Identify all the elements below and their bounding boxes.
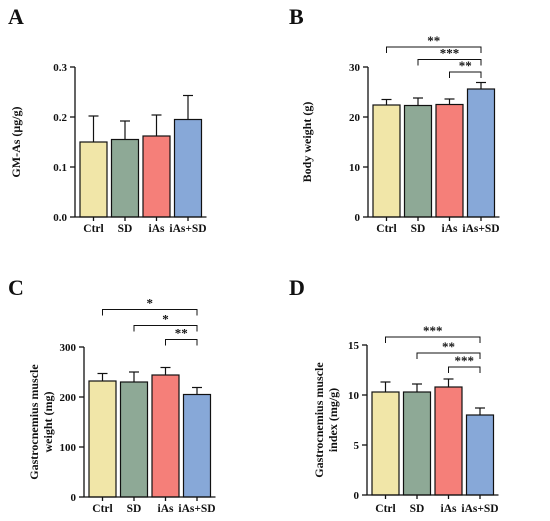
y-axis-title: Gastrocnemius muscleindex (mg/g) xyxy=(312,362,340,478)
y-tick-label: 0 xyxy=(71,492,77,504)
x-tick-label: SD xyxy=(118,223,133,235)
y-tick-label: 0 xyxy=(355,212,361,224)
y-tick-label: 10 xyxy=(349,162,361,174)
bar-sd xyxy=(403,104,433,218)
y-tick-label: 100 xyxy=(60,442,77,454)
y-axis-title: Body weight (g) xyxy=(300,102,314,183)
chart-panel-c: C 0 100 200 300 Ctrl SD iAs iAs+SD Gastrocnemius … xyxy=(8,275,216,515)
significance-bracket xyxy=(448,366,481,373)
significance-label: ** xyxy=(459,58,472,73)
panel-letter: A xyxy=(8,4,24,29)
x-tick-label: iAs+SD xyxy=(461,503,498,515)
bar-sd xyxy=(119,381,149,498)
y-axis-title-line: weight (mg) xyxy=(41,392,55,453)
bar-ctrl xyxy=(88,380,117,498)
bar-ias-sd xyxy=(173,118,203,218)
y-tick-label: 30 xyxy=(349,62,361,74)
x-tick-label: iAs xyxy=(158,503,175,515)
significance-label: *** xyxy=(423,323,443,338)
significance-label: *** xyxy=(455,353,475,368)
y-tick-label: 20 xyxy=(349,112,361,124)
significance-label: ** xyxy=(442,339,455,354)
y-tick-label: 0.0 xyxy=(53,212,67,224)
x-tick-label: iAs+SD xyxy=(169,223,206,235)
bar-ctrl xyxy=(79,141,108,218)
bar-ias-sd xyxy=(182,393,212,498)
panel-letter: D xyxy=(289,275,305,300)
chart-panel-b: B 0 10 20 30 Ctrl SD iAs iAs+SD Body weight (g) **… xyxy=(289,4,500,235)
y-axis-title-line: index (mg/g) xyxy=(326,388,340,452)
bar-ias xyxy=(434,386,463,496)
x-tick-label: iAs+SD xyxy=(178,503,215,515)
x-tick-label: Ctrl xyxy=(375,503,395,515)
significance-bracket xyxy=(386,46,482,53)
significance-bracket xyxy=(417,59,482,66)
x-tick-label: SD xyxy=(411,223,426,235)
x-tick-label: SD xyxy=(410,503,425,515)
y-tick-label: 10 xyxy=(348,390,360,402)
y-tick-label: 0 xyxy=(354,490,360,502)
x-tick-label: iAs xyxy=(149,223,166,235)
bar-ctrl xyxy=(371,391,400,496)
significance-label: ** xyxy=(175,326,188,341)
x-tick-label: Ctrl xyxy=(92,503,112,515)
significance-bracket xyxy=(165,339,198,346)
chart-panel-d: D 0 5 10 15 Ctrl SD iAs iAs+SD Gastrocnemius musc… xyxy=(289,275,499,515)
bar-sd xyxy=(110,138,140,218)
y-axis-title-line: Gastrocnemius muscle xyxy=(27,364,41,480)
significance-label: * xyxy=(147,296,154,311)
y-axis-title-line: Gastrocnemius muscle xyxy=(312,362,326,478)
y-tick-label: 0.1 xyxy=(53,162,67,174)
x-tick-label: Ctrl xyxy=(83,223,103,235)
y-axis-title: GM-As (μg/g) xyxy=(9,106,23,177)
y-tick-label: 300 xyxy=(60,342,77,354)
significance-bracket xyxy=(133,325,198,332)
significance-label: ** xyxy=(427,33,440,48)
chart-panel-a: A 0.0 0.1 0.2 0.3 Ctrl SD iAs iAs+SD GM-As (μg/g) xyxy=(8,4,207,235)
y-axis-title: Gastrocnemius muscleweight (mg) xyxy=(27,364,55,480)
bar-sd xyxy=(402,391,432,496)
y-tick-label: 15 xyxy=(348,340,360,352)
bar-ctrl xyxy=(372,104,401,218)
panel-letter: B xyxy=(289,4,304,29)
bar-ias-sd xyxy=(466,88,496,218)
significance-bracket xyxy=(416,352,481,359)
y-tick-label: 0.3 xyxy=(53,62,67,74)
y-tick-label: 200 xyxy=(60,392,77,404)
panel-letter: C xyxy=(8,275,24,300)
significance-label: *** xyxy=(440,46,460,61)
significance-bracket xyxy=(385,336,481,343)
significance-bracket xyxy=(102,309,198,316)
y-tick-label: 5 xyxy=(354,440,360,452)
x-tick-label: SD xyxy=(127,503,142,515)
x-tick-label: iAs xyxy=(441,503,458,515)
bar-ias xyxy=(151,374,180,498)
bar-ias-sd xyxy=(465,414,495,496)
x-tick-label: iAs xyxy=(442,223,459,235)
bar-ias xyxy=(435,103,464,218)
significance-bracket xyxy=(449,71,482,78)
y-tick-label: 0.2 xyxy=(53,112,67,124)
bar-ias xyxy=(142,135,171,218)
x-tick-label: iAs+SD xyxy=(462,223,499,235)
x-tick-label: Ctrl xyxy=(376,223,396,235)
significance-label: * xyxy=(162,312,169,327)
